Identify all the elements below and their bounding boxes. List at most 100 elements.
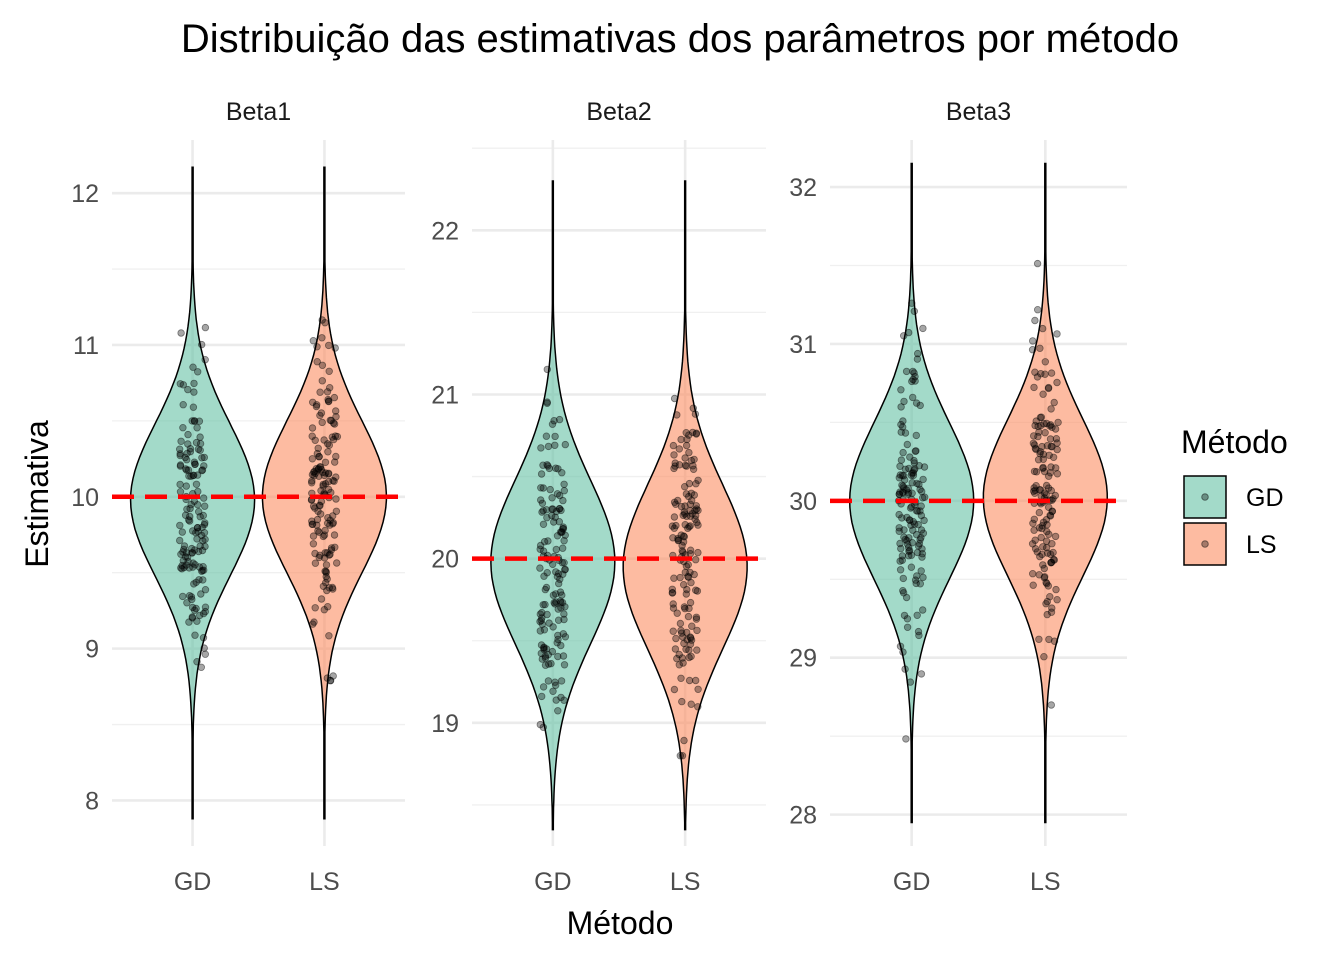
data-point — [902, 536, 909, 543]
data-point — [1043, 600, 1050, 607]
data-point — [321, 532, 328, 539]
data-point — [322, 568, 329, 575]
data-point — [309, 399, 316, 406]
data-point — [323, 562, 330, 569]
data-point — [550, 688, 557, 695]
data-point — [1041, 653, 1048, 660]
data-point — [177, 481, 184, 488]
data-point — [693, 430, 700, 437]
data-point — [683, 463, 690, 470]
data-point — [1043, 516, 1050, 523]
data-point — [320, 483, 327, 490]
data-point — [900, 575, 907, 582]
data-point — [678, 675, 685, 682]
facet-label: Beta2 — [586, 98, 651, 126]
data-point — [900, 587, 907, 594]
data-point — [562, 634, 569, 641]
data-point — [200, 634, 207, 641]
legend: Método GDLS — [1181, 424, 1288, 565]
data-point — [671, 499, 678, 506]
data-point — [329, 520, 336, 527]
data-point — [555, 580, 562, 587]
data-point — [1035, 456, 1042, 463]
data-point — [1029, 346, 1036, 353]
y-tick-label: 9 — [85, 636, 99, 664]
data-point — [918, 568, 925, 575]
data-point — [691, 571, 698, 578]
data-point — [1054, 596, 1061, 603]
y-tick-label: 19 — [431, 710, 459, 738]
panel-beta2: Beta219202122GD LS — [431, 98, 766, 896]
data-point — [551, 599, 558, 606]
data-point — [683, 646, 690, 653]
data-point — [897, 472, 904, 479]
data-point — [1034, 260, 1041, 267]
data-point — [202, 324, 209, 331]
data-point — [898, 545, 905, 552]
data-point — [1040, 465, 1047, 472]
data-point — [1034, 549, 1041, 556]
data-point — [547, 486, 554, 493]
data-point — [561, 697, 568, 704]
data-point — [693, 480, 700, 487]
data-point — [310, 337, 317, 344]
data-point — [1031, 384, 1038, 391]
data-point — [693, 506, 700, 513]
data-point — [1040, 562, 1047, 569]
data-point — [309, 456, 316, 463]
data-point — [1041, 420, 1048, 427]
data-point — [550, 592, 557, 599]
data-point — [561, 481, 568, 488]
data-point — [202, 543, 209, 550]
data-point — [671, 525, 678, 532]
data-point — [914, 480, 921, 487]
data-point — [326, 633, 333, 640]
data-point — [558, 642, 565, 649]
data-point — [907, 505, 914, 512]
data-point — [671, 465, 678, 472]
data-point — [179, 566, 186, 573]
data-point — [695, 704, 702, 711]
data-point — [322, 319, 329, 326]
data-point — [695, 686, 702, 693]
data-point — [545, 443, 552, 450]
data-point — [196, 577, 203, 584]
data-point — [310, 541, 317, 548]
data-point — [681, 509, 688, 516]
data-point — [555, 708, 562, 715]
data-point — [319, 419, 326, 426]
data-point — [197, 440, 204, 447]
data-point — [191, 389, 198, 396]
data-point — [1029, 570, 1036, 577]
data-point — [1050, 549, 1057, 556]
data-point — [194, 501, 201, 508]
data-point — [541, 573, 548, 580]
data-point — [331, 532, 338, 539]
data-point — [319, 378, 326, 385]
data-point — [539, 500, 546, 507]
data-point — [186, 565, 193, 572]
data-point — [903, 368, 910, 375]
data-point — [908, 564, 915, 571]
data-point — [190, 404, 197, 411]
facet-label: Beta1 — [226, 98, 291, 126]
data-point — [684, 436, 691, 443]
data-point — [549, 421, 556, 428]
data-point — [898, 457, 905, 464]
data-point — [692, 411, 699, 418]
data-point — [186, 513, 193, 520]
data-point — [315, 445, 322, 452]
data-point — [1029, 541, 1036, 548]
data-point — [919, 554, 926, 561]
data-point — [685, 525, 692, 532]
data-point — [919, 546, 926, 553]
data-point — [1034, 306, 1041, 313]
data-point — [683, 429, 690, 436]
data-point — [198, 664, 205, 671]
data-point — [917, 486, 924, 493]
data-point — [553, 569, 560, 576]
data-point — [538, 485, 545, 492]
data-point — [674, 412, 681, 419]
data-point — [1031, 527, 1038, 534]
data-point — [1031, 442, 1038, 449]
